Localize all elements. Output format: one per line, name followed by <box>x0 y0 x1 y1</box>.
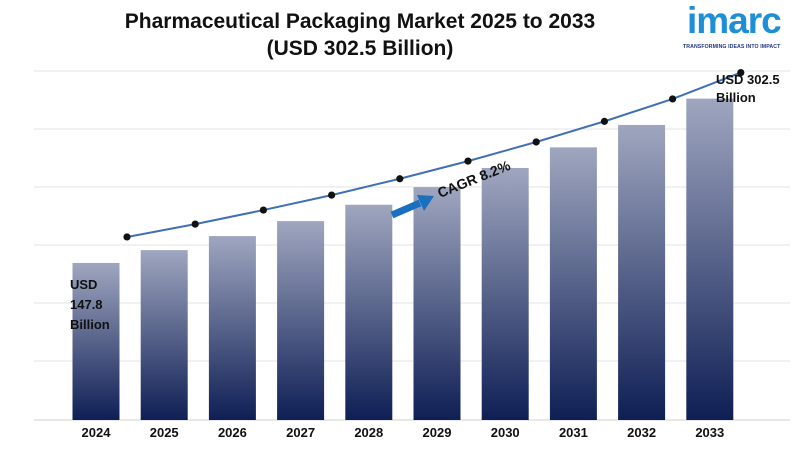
x-tick-label-2031: 2031 <box>559 425 588 440</box>
x-tick-label-2024: 2024 <box>82 425 112 440</box>
x-tick-label-2033: 2033 <box>695 425 724 440</box>
x-tick-label-2032: 2032 <box>627 425 656 440</box>
bar-2024 <box>72 262 120 420</box>
imarc-logo: imarc TRANSFORMING IDEAS INTO IMPACT <box>681 0 793 54</box>
end-value-label: USD 302.5 <box>716 72 780 87</box>
bar-2031 <box>549 147 597 421</box>
x-tick-label-2028: 2028 <box>354 425 383 440</box>
start-value-label: Billion <box>70 317 110 332</box>
x-tick-label-2026: 2026 <box>218 425 247 440</box>
bar-2033 <box>686 98 734 420</box>
x-tick-label-2029: 2029 <box>423 425 452 440</box>
start-value-label: USD <box>70 277 97 292</box>
trend-point-2033 <box>737 68 745 77</box>
trend-point-2028 <box>396 175 404 183</box>
trend-point-2031 <box>600 117 609 125</box>
trend-point-2032 <box>669 95 677 103</box>
logo-wordmark: imarc <box>687 0 782 41</box>
trend-point-2027 <box>328 191 336 199</box>
chart-title: Pharmaceutical Packaging Market 2025 to … <box>124 10 596 33</box>
bar-2029 <box>413 187 461 420</box>
start-value-label: 147.8 <box>70 297 103 312</box>
end-value-label: Billion <box>716 90 756 105</box>
bar-2026 <box>208 236 256 420</box>
trend-point-2030 <box>532 138 540 146</box>
logo-tagline: TRANSFORMING IDEAS INTO IMPACT <box>683 44 781 50</box>
bar-2030 <box>481 167 529 420</box>
bar-2025 <box>140 250 188 420</box>
trend-line <box>126 71 742 238</box>
x-tick-label-2025: 2025 <box>150 425 179 440</box>
trend-point-2024 <box>123 233 131 241</box>
x-tick-label-2030: 2030 <box>491 425 520 440</box>
trend-point-2029 <box>464 157 472 165</box>
bar-2027 <box>277 221 325 420</box>
bar-2032 <box>618 124 666 420</box>
trend-point-2025 <box>191 220 199 228</box>
cagr-arrow-shaft <box>390 199 422 219</box>
chart-subtitle: (USD 302.5 Billion) <box>266 37 454 60</box>
bar-2028 <box>345 204 393 420</box>
x-tick-label-2027: 2027 <box>286 425 315 440</box>
cagr-arrow-head <box>417 195 434 211</box>
trend-point-2026 <box>259 206 267 214</box>
